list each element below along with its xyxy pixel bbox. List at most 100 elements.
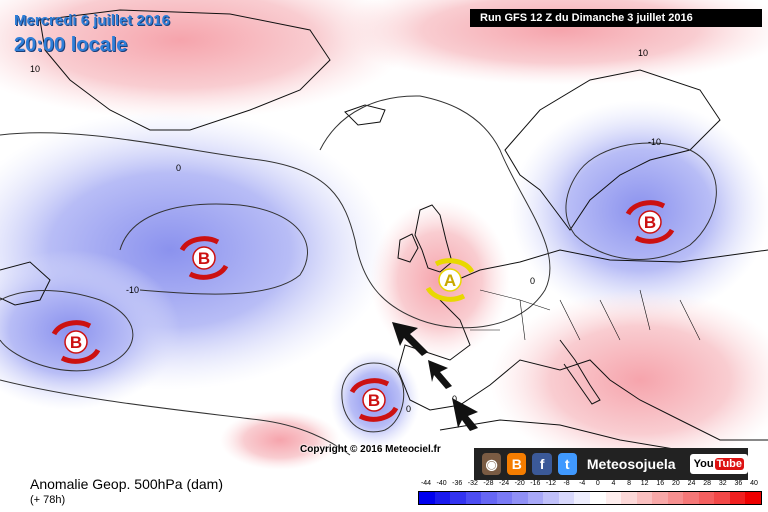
scale-tick-label: -4 xyxy=(579,480,586,487)
scale-swatch xyxy=(543,492,559,504)
italy-coast xyxy=(559,339,601,405)
scale-swatch xyxy=(698,492,715,504)
cyclonic-arrow-icon xyxy=(358,406,399,422)
scale-tick-label: -44 xyxy=(420,480,432,487)
scale-tick-label: 0 xyxy=(595,480,600,487)
scale-tick-label: -20 xyxy=(514,480,525,487)
valid-date: Mercredi 6 juillet 2016 xyxy=(14,12,170,29)
contour-labels: 10 10 0 0 -10 -10 0 0 xyxy=(30,48,661,414)
contour-label: 10 xyxy=(638,48,648,58)
contour-zero-main xyxy=(0,95,551,329)
scale-swatch xyxy=(605,492,622,504)
scale-swatch xyxy=(729,492,746,504)
low-system-atlantic: B xyxy=(179,236,229,280)
scale-swatch xyxy=(683,492,699,504)
cyclonic-arrow-icon xyxy=(349,378,390,394)
scale-tick-label: 32 xyxy=(718,480,727,487)
contour-iberia-low xyxy=(341,362,405,433)
cyclonic-arrow-icon xyxy=(51,320,92,336)
iceland-coast xyxy=(344,104,386,126)
borders xyxy=(470,289,701,341)
contour-label: 10 xyxy=(30,64,40,74)
system-badge xyxy=(64,330,88,354)
cyclonic-arrow-icon xyxy=(625,200,666,216)
scale-tick-label: -40 xyxy=(436,480,447,487)
scale-tick-label: 36 xyxy=(734,480,743,487)
contour-label: -10 xyxy=(648,137,661,147)
anticyclonic-arrow-icon xyxy=(434,258,475,274)
scale-tick-label: 4 xyxy=(611,480,616,487)
high-system-france: A xyxy=(425,258,475,302)
positive-anomaly-south xyxy=(220,410,340,470)
scale-tick-label: -28 xyxy=(483,480,494,487)
contour-label: 0 xyxy=(176,163,181,173)
scale-swatch xyxy=(745,492,762,504)
britain-coast xyxy=(414,204,453,273)
system-badge xyxy=(438,268,462,292)
scale-swatch xyxy=(450,492,466,504)
scale-tick-label: 20 xyxy=(671,480,680,487)
scale-swatch xyxy=(574,492,591,504)
youtube-tube-text: Tube xyxy=(714,458,745,470)
flow-arrows xyxy=(392,322,478,431)
scale-swatch xyxy=(714,492,730,504)
flow-arrow-icon xyxy=(392,322,428,356)
color-scale: -44 -40 -36 -32 -28 -24 -20 -16 -12 -8 -4 0 4 8 12 16 20… xyxy=(418,480,762,510)
scale-tick-label: -12 xyxy=(545,480,556,487)
flow-arrow-icon xyxy=(452,398,478,431)
twitter-icon[interactable]: t xyxy=(557,453,577,475)
contour-label: -10 xyxy=(126,285,139,295)
scale-swatch xyxy=(419,492,435,504)
scale-swatch xyxy=(527,492,544,504)
newfoundland-coast xyxy=(0,261,51,306)
map-title: Anomalie Geop. 500hPa (dam) xyxy=(30,476,223,492)
cyclonic-arrow-icon xyxy=(179,236,220,252)
social-bar: ◉ B f t Meteosojuela You Tube xyxy=(474,448,749,480)
scale-swatch xyxy=(558,492,575,504)
system-label: B xyxy=(644,213,656,232)
scale-tick-label: -24 xyxy=(499,480,510,487)
cyclonic-arrow-icon xyxy=(634,228,675,244)
north-africa-coast xyxy=(439,419,681,451)
anomaly-map: 10 10 0 0 -10 -10 0 0 B B B xyxy=(0,0,768,470)
model-run-label: Run GFS 12 Z du Dimanche 3 juillet 2016 xyxy=(470,9,762,27)
scale-swatch xyxy=(652,492,668,504)
scale-swatch xyxy=(512,492,528,504)
cyclonic-arrow-icon xyxy=(60,348,101,364)
scale-tick-label: 28 xyxy=(703,480,712,487)
cyclonic-arrow-icon xyxy=(188,264,229,280)
scandinavia-coast xyxy=(504,69,721,231)
blogger-icon[interactable]: B xyxy=(507,453,527,475)
isohypse-contours xyxy=(0,95,717,456)
scale-swatch xyxy=(496,492,513,504)
facebook-icon[interactable]: f xyxy=(532,453,552,475)
youtube-you-text: You xyxy=(693,458,714,470)
system-badge xyxy=(638,210,662,234)
instagram-icon[interactable]: ◉ xyxy=(482,453,502,475)
copyright-notice: Copyright © 2016 Meteociel.fr xyxy=(300,444,441,455)
contour-zero-south xyxy=(0,379,351,456)
low-system-west: B xyxy=(51,320,101,364)
scale-swatch xyxy=(636,492,653,504)
scale-swatch xyxy=(434,492,451,504)
negative-anomaly-baltic xyxy=(510,100,768,320)
coastlines xyxy=(0,9,768,451)
system-label: A xyxy=(444,271,456,290)
scale-tick-label: 24 xyxy=(687,480,696,487)
youtube-icon[interactable]: You Tube xyxy=(689,454,749,474)
contour-ten-baltic xyxy=(565,142,717,260)
greenland-coast xyxy=(39,9,331,131)
scale-tick-label: 16 xyxy=(656,480,665,487)
scale-tick-label: -8 xyxy=(563,480,570,487)
scale-tick-label: -16 xyxy=(530,480,541,487)
low-system-baltic: B xyxy=(625,200,675,244)
scale-tick-label: 40 xyxy=(750,480,758,487)
scale-swatch xyxy=(621,492,637,504)
anticyclonic-arrow-icon xyxy=(425,286,466,302)
system-label: B xyxy=(368,391,380,410)
low-system-iberia: B xyxy=(349,378,399,422)
scale-labels: -44 -40 -36 -32 -28 -24 -20 -16 -12 -8 -4 0 4 8 12 16 20… xyxy=(418,480,762,490)
scale-tick-label: 8 xyxy=(627,480,631,487)
contour-label: 0 xyxy=(406,404,411,414)
